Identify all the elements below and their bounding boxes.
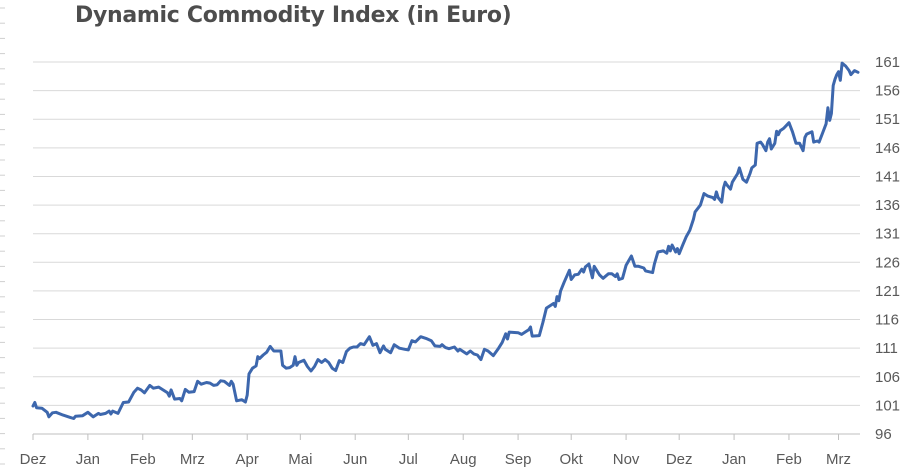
chart-title: Dynamic Commodity Index (in Euro) — [75, 3, 512, 28]
y-tick-label: 126 — [875, 254, 900, 271]
y-axis: 96 101 106 111 116 121 126 131 136 141 146 151 156 16… — [875, 54, 900, 443]
x-tick-label: Jul — [399, 451, 418, 468]
x-tick-label: Okt — [560, 451, 584, 468]
x-tick-label: Feb — [776, 451, 802, 468]
x-tick-label: Mrz — [180, 451, 205, 468]
y-tick-label: 96 — [875, 426, 892, 443]
x-tick-label: Nov — [613, 451, 640, 468]
x-tick-label: Dez — [20, 451, 47, 468]
x-tick-label: Jan — [76, 451, 100, 468]
y-tick-label: 146 — [875, 140, 900, 157]
x-tick-label: Apr — [236, 451, 259, 468]
x-tick-label: Jan — [722, 451, 746, 468]
x-tick-label: Mrz — [826, 451, 851, 468]
x-tick-label: Feb — [130, 451, 156, 468]
x-tick-label: Dez — [666, 451, 693, 468]
y-tick-label: 141 — [875, 168, 900, 185]
y-tick-label: 106 — [875, 369, 900, 386]
y-tick-label: 161 — [875, 54, 900, 71]
x-axis: Dez Jan Feb Mrz Apr Mai Jun Jul Aug Sep Okt Nov Dez J… — [20, 434, 851, 468]
y-tick-label: 116 — [875, 312, 899, 329]
y-tick-label: 131 — [875, 226, 900, 243]
x-tick-label: Sep — [505, 451, 532, 468]
y-tick-label: 156 — [875, 83, 900, 100]
y-tick-label: 151 — [875, 111, 900, 128]
y-tick-label: 101 — [875, 397, 900, 414]
y-tick-label: 121 — [875, 283, 900, 300]
x-tick-label: Mai — [288, 451, 312, 468]
series-line — [31, 61, 860, 420]
y-tick-label: 111 — [875, 340, 898, 357]
series-layer — [31, 61, 860, 420]
left-edge-ruler — [0, 7, 5, 465]
gridlines — [33, 61, 860, 435]
y-tick-label: 136 — [875, 197, 900, 214]
x-tick-label: Aug — [450, 451, 477, 468]
x-tick-label: Jun — [343, 451, 367, 468]
